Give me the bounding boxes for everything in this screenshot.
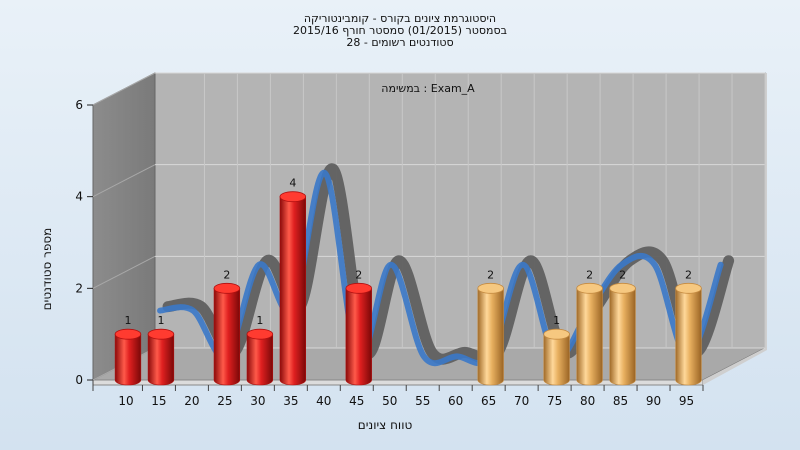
x-tick-label-0: 10 — [118, 394, 133, 408]
x-tick-label-13: 75 — [547, 394, 562, 408]
bar-75 — [543, 328, 570, 386]
bar-top-75 — [543, 328, 570, 340]
chart-title-line-2: בסמסטר (01/2015) סמסטר חורף 2015/16 — [293, 24, 507, 37]
bar-15 — [147, 328, 175, 386]
x-tick-label-1: 15 — [151, 394, 166, 408]
distribution-ribbon-front — [157, 170, 724, 367]
bar-label-25: 2 — [223, 268, 230, 281]
bar-top-30 — [246, 328, 274, 340]
x-tick-label-2: 20 — [184, 394, 199, 408]
bar-label-10: 1 — [124, 314, 131, 327]
bar-top-10 — [114, 328, 142, 340]
bar-top-80 — [576, 282, 603, 294]
gridline-side-1 — [92, 255, 156, 289]
bar-body-30 — [246, 333, 274, 386]
bar-top-25 — [213, 282, 241, 294]
x-tick-label-8: 50 — [382, 394, 397, 408]
bar-top-15 — [147, 328, 175, 340]
bar-65 — [477, 282, 504, 386]
x-tick-label-15: 85 — [613, 394, 628, 408]
x-tick-label-5: 35 — [283, 394, 298, 408]
gridline-side-3 — [92, 72, 156, 106]
bar-body-35 — [279, 196, 306, 386]
bar-label-80: 2 — [586, 268, 593, 281]
bar-body-10 — [114, 333, 142, 386]
bar-body-15 — [147, 333, 175, 386]
y-tick-label-2: 4 — [75, 190, 83, 204]
bar-85 — [609, 282, 636, 386]
x-tick-label-17: 95 — [679, 394, 694, 408]
bar-80 — [576, 282, 603, 386]
bar-25 — [213, 282, 241, 386]
x-tick-label-3: 25 — [217, 394, 232, 408]
bar-top-85 — [609, 282, 636, 294]
bar-label-30: 1 — [256, 314, 263, 327]
bar-top-65 — [477, 282, 504, 294]
x-tick-label-6: 40 — [316, 394, 331, 408]
bar-body-65 — [477, 288, 504, 386]
x-tick-label-9: 55 — [415, 394, 430, 408]
bar-label-35: 4 — [289, 177, 296, 190]
bar-body-95 — [675, 288, 702, 386]
x-tick-label-7: 45 — [349, 394, 364, 408]
gridline-side-2 — [92, 164, 156, 198]
x-axis-label: טווח ציונים — [357, 418, 413, 432]
x-tick-label-11: 65 — [481, 394, 496, 408]
bar-label-75: 1 — [553, 314, 560, 327]
y-tick-label-3: 6 — [75, 98, 83, 112]
bar-body-80 — [576, 288, 603, 386]
chart-annotation: במשימה : Exam_A — [381, 82, 475, 95]
bar-body-85 — [609, 288, 636, 386]
bar-top-35 — [279, 191, 307, 203]
chart-title-line-1: היסטוגרמת ציונים בקורס - קומבינטוריקה — [303, 12, 497, 25]
bar-label-15: 1 — [157, 314, 164, 327]
y-tick-label-0: 0 — [75, 373, 83, 387]
bar-label-95: 2 — [685, 268, 692, 281]
bar-45 — [345, 282, 373, 386]
bar-body-25 — [213, 288, 241, 386]
bar-label-65: 2 — [487, 268, 494, 281]
y-tick-label-1: 2 — [75, 281, 83, 295]
x-tick-label-14: 80 — [580, 394, 595, 408]
bar-body-45 — [345, 288, 372, 386]
bar-top-45 — [345, 282, 373, 294]
x-tick-label-4: 30 — [250, 394, 265, 408]
bar-95 — [675, 282, 702, 386]
chart-title-line-3: סטודנטים רשומים - 28 — [346, 36, 454, 49]
bar-top-95 — [675, 282, 702, 294]
bar-30 — [246, 328, 274, 386]
bar-label-85: 2 — [619, 268, 626, 281]
bar-35 — [279, 191, 307, 386]
bar-10 — [114, 328, 142, 386]
x-tick-label-10: 60 — [448, 394, 463, 408]
bar-body-75 — [543, 333, 570, 386]
y-axis-label: מספר סטודנטים — [40, 227, 54, 311]
x-tick-label-12: 70 — [514, 394, 529, 408]
x-tick-label-16: 90 — [646, 394, 661, 408]
bar-label-45: 2 — [355, 268, 362, 281]
